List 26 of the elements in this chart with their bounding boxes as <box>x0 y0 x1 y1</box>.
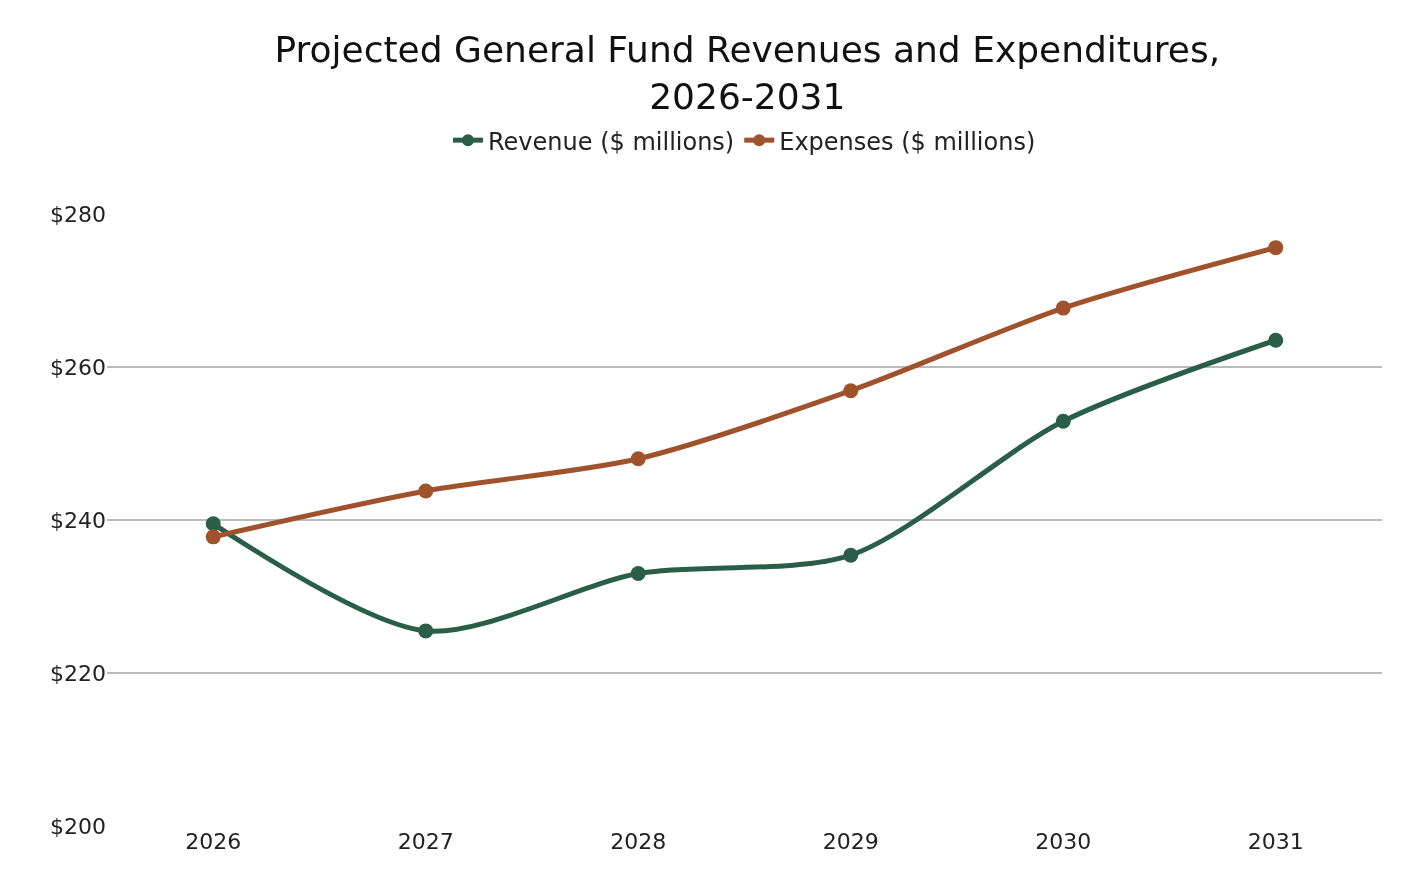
x-tick-label: 2026 <box>185 829 242 854</box>
y-tick-label: $200 <box>50 813 106 839</box>
point <box>205 516 221 532</box>
point <box>843 383 859 399</box>
point <box>630 451 646 467</box>
x-tick-label: 2029 <box>822 829 879 854</box>
point <box>205 529 221 545</box>
y-tick-label: $260 <box>50 354 106 380</box>
point <box>630 566 646 582</box>
point <box>843 547 859 563</box>
y-tick-label: $240 <box>50 507 106 533</box>
point <box>418 483 434 499</box>
point <box>418 623 434 639</box>
chart-title: Projected General Fund Revenues and Expenditures, 2026-2031 <box>274 29 1221 117</box>
x-tick-label: 2028 <box>610 829 667 854</box>
point <box>1268 240 1284 256</box>
legend-label: Expenses ($ millions) <box>779 127 1036 156</box>
x-tick-label: 2027 <box>397 829 454 854</box>
legend-label: Revenue ($ millions) <box>488 127 735 156</box>
x-tick-label: 2030 <box>1035 829 1092 854</box>
point <box>1055 413 1071 429</box>
y-tick-label: $280 <box>50 201 106 227</box>
y-tick-label: $220 <box>50 660 106 686</box>
point <box>1055 300 1071 316</box>
point <box>1268 332 1284 348</box>
x-tick-label: 2031 <box>1247 829 1304 854</box>
